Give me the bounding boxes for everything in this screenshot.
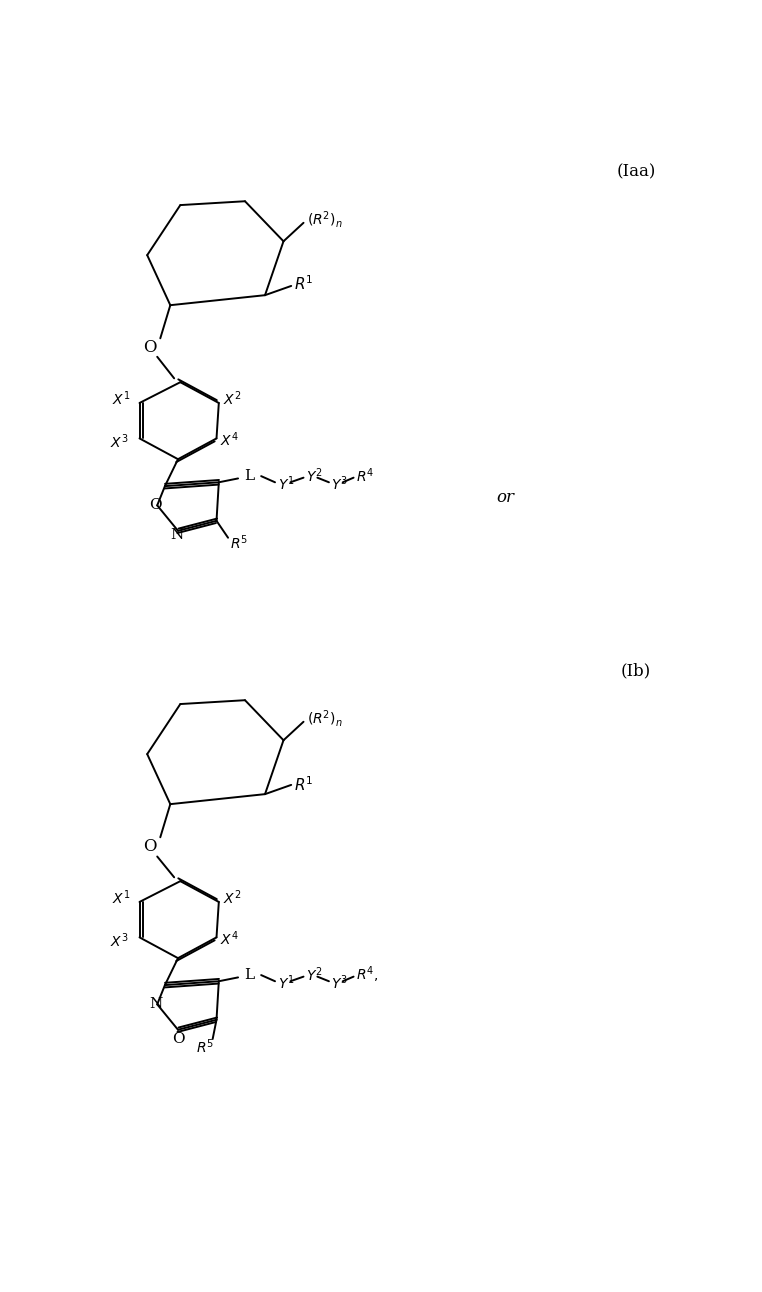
Text: $X^2$: $X^2$ [223, 389, 241, 408]
Text: $Y^1$: $Y^1$ [278, 474, 295, 494]
Text: (Iaa): (Iaa) [616, 164, 656, 181]
Text: N: N [170, 527, 183, 541]
Text: $X^1$: $X^1$ [112, 888, 130, 907]
Text: $Y^2$: $Y^2$ [306, 966, 322, 985]
Text: $R^1$: $R^1$ [294, 775, 314, 795]
Text: $X^3$: $X^3$ [110, 932, 128, 950]
Text: $X^4$: $X^4$ [220, 430, 239, 450]
Text: $Y^3$: $Y^3$ [331, 474, 348, 494]
Text: $X^2$: $X^2$ [223, 888, 241, 907]
Text: O: O [142, 839, 156, 855]
Text: $X^1$: $X^1$ [112, 389, 130, 408]
Text: $X^4$: $X^4$ [220, 930, 239, 948]
Text: $R^1$: $R^1$ [294, 274, 314, 293]
Text: O: O [171, 1032, 184, 1047]
Text: O: O [142, 339, 156, 357]
Text: $(R^2)_n$: $(R^2)_n$ [306, 708, 342, 729]
Text: $Y^3$: $Y^3$ [331, 973, 348, 992]
Text: O: O [149, 499, 162, 513]
Text: $Y^2$: $Y^2$ [306, 466, 322, 486]
Text: or: or [496, 490, 514, 506]
Text: $R^4,$: $R^4,$ [356, 965, 378, 986]
Text: (Ib): (Ib) [621, 663, 652, 680]
Text: $(R^2)_n$: $(R^2)_n$ [306, 209, 342, 230]
Text: L: L [245, 469, 255, 483]
Text: $X^3$: $X^3$ [110, 433, 128, 451]
Text: $R^5$: $R^5$ [230, 534, 248, 552]
Text: $Y^1$: $Y^1$ [278, 973, 295, 992]
Text: L: L [245, 968, 255, 982]
Text: $R^5$: $R^5$ [196, 1037, 214, 1056]
Text: N: N [149, 997, 162, 1012]
Text: $R^4$: $R^4$ [356, 466, 374, 486]
